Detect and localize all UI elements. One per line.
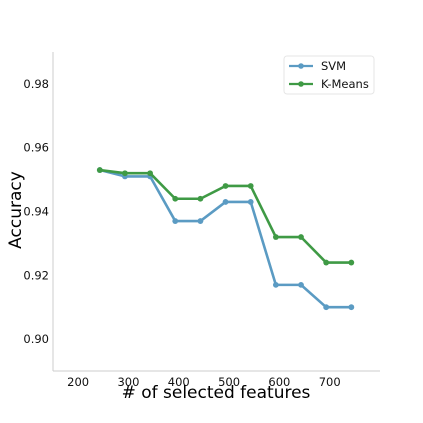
data-point-svm [298,281,304,288]
data-point-svm [272,281,279,288]
data-point-k-means [172,195,179,202]
x-tick-label: 500 [218,375,240,389]
y-tick-label: 0.94 [23,205,49,219]
data-point-k-means [272,234,279,240]
data-point-k-means [247,183,254,189]
y-tick-label: 0.90 [23,332,49,346]
data-point-svm [222,199,229,205]
x-tick-label: 600 [268,375,290,389]
legend-marker-svm [298,63,304,69]
legend-label-kmeans: K-Means [321,77,369,91]
y-tick-label: 0.92 [23,268,49,282]
x-tick-label: 200 [67,375,89,389]
data-point-k-means [122,170,128,177]
data-point-k-means [147,170,153,177]
x-axis-title: # of selected features [122,383,311,403]
data-point-k-means [298,234,304,240]
series-line-svm [98,168,353,309]
y-axis-ticks: 0.90 0.92 0.94 0.96 0.98 [23,77,49,346]
legend-label-svm: SVM [321,59,346,73]
x-tick-label: 300 [117,375,139,389]
data-point-svm [323,304,330,311]
data-point-svm [247,199,254,205]
chart-axes [52,52,380,372]
legend: SVM K-Means [283,55,375,95]
y-axis-title: Accuracy [6,171,26,249]
data-point-k-means [96,167,103,173]
y-tick-label: 0.96 [23,141,49,155]
data-point-k-means [348,259,355,266]
y-tick-label: 0.98 [23,77,49,91]
data-point-k-means [222,183,229,189]
x-tick-label: 400 [168,375,190,389]
series-layer [96,167,355,311]
x-tick-label: 700 [319,375,341,389]
data-point-svm [172,218,179,224]
data-point-k-means [323,259,330,266]
data-point-svm [348,304,355,311]
x-axis-ticks: 200 300 400 500 600 700 [67,375,340,389]
data-point-svm [197,218,204,224]
legend-marker-kmeans [298,81,304,87]
data-point-k-means [197,195,204,202]
series-k-means [96,167,355,266]
